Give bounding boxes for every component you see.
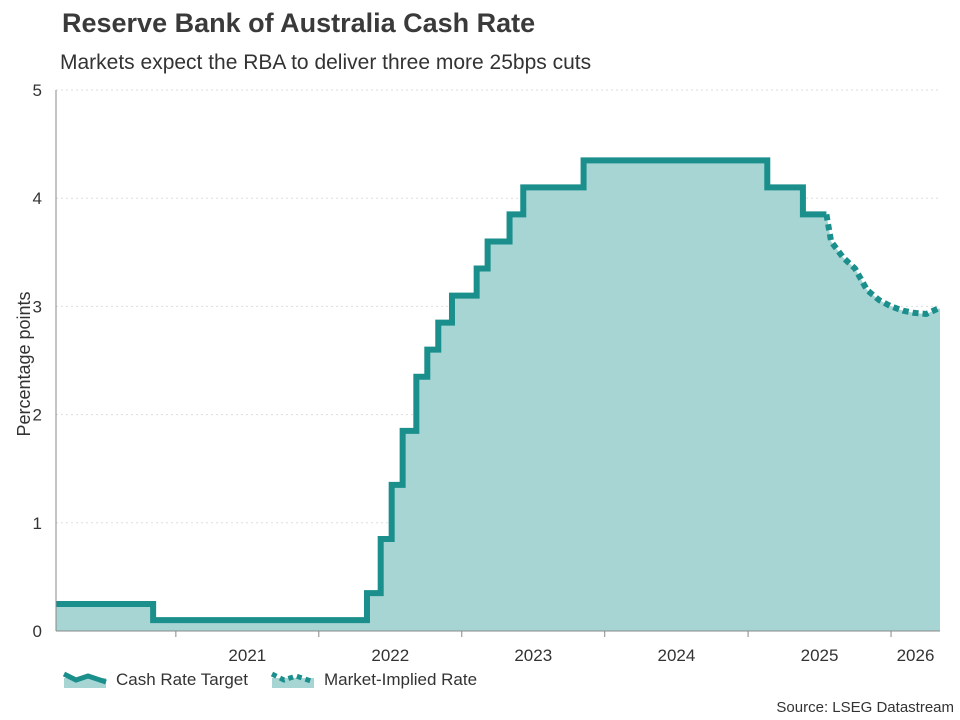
axes <box>55 90 940 637</box>
x-tick-label: 2023 <box>514 646 552 665</box>
legend-solid-line-icon <box>62 671 107 688</box>
chart-title: Reserve Bank of Australia Cash Rate <box>62 8 536 38</box>
y-axis-label: Percentage points <box>14 291 34 436</box>
legend-label: Cash Rate Target <box>116 670 248 689</box>
x-tick-label: 2025 <box>801 646 839 665</box>
source-note: Source: LSEG Datastream <box>776 699 954 716</box>
x-tick-labels: 2021 2022 2023 2024 2025 2026 <box>228 646 934 665</box>
x-tick-label: 2024 <box>657 646 695 665</box>
y-tick-label: 4 <box>33 189 42 208</box>
y-tick-label: 0 <box>33 622 42 641</box>
x-tick-label: 2026 <box>897 646 935 665</box>
legend-dotted-line-icon <box>270 671 315 688</box>
chart-subtitle: Markets expect the RBA to deliver three … <box>60 51 592 74</box>
legend: Cash Rate Target Market-Implied Rate <box>62 670 499 690</box>
legend-item-market-implied-rate: Market-Implied Rate <box>270 670 477 690</box>
y-tick-label: 3 <box>33 297 42 316</box>
legend-item-cash-rate-target: Cash Rate Target <box>62 670 248 690</box>
cash-rate-area <box>56 160 940 631</box>
legend-label: Market-Implied Rate <box>323 670 478 689</box>
x-tick-label: 2021 <box>228 646 266 665</box>
y-tick-label: 2 <box>33 406 42 425</box>
y-tick-labels: 0 1 2 3 4 5 <box>33 81 42 641</box>
cash-rate-target-line <box>56 157 827 624</box>
x-tick-label: 2022 <box>371 646 409 665</box>
y-tick-label: 1 <box>33 514 42 533</box>
market-implied-rate-line <box>823 213 940 318</box>
y-tick-label: 5 <box>33 81 42 100</box>
